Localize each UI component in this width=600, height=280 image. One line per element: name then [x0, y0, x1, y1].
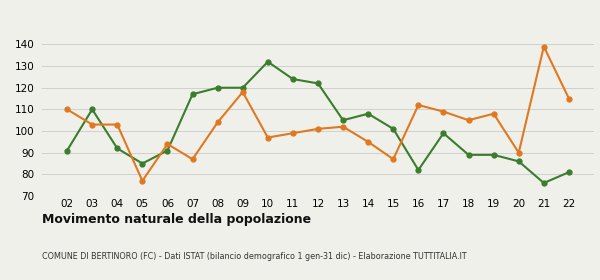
Decessi [239, 90, 247, 94]
Line: Decessi: Decessi [65, 44, 571, 183]
Decessi [389, 158, 397, 161]
Decessi [465, 118, 472, 122]
Nascite [565, 171, 572, 174]
Nascite [314, 82, 322, 85]
Decessi [264, 136, 271, 139]
Decessi [189, 158, 196, 161]
Nascite [289, 77, 296, 81]
Nascite [340, 118, 347, 122]
Decessi [113, 123, 121, 126]
Nascite [465, 153, 472, 157]
Decessi [440, 110, 447, 113]
Decessi [415, 103, 422, 107]
Text: COMUNE DI BERTINORO (FC) - Dati ISTAT (bilancio demografico 1 gen-31 dic) - Elab: COMUNE DI BERTINORO (FC) - Dati ISTAT (b… [42, 252, 467, 261]
Decessi [565, 97, 572, 100]
Nascite [64, 149, 71, 152]
Nascite [540, 181, 547, 185]
Nascite [139, 162, 146, 165]
Decessi [139, 179, 146, 183]
Decessi [490, 112, 497, 115]
Nascite [113, 147, 121, 150]
Nascite [389, 127, 397, 130]
Decessi [515, 151, 523, 154]
Decessi [340, 125, 347, 129]
Decessi [214, 121, 221, 124]
Nascite [264, 60, 271, 64]
Decessi [540, 45, 547, 48]
Decessi [89, 123, 96, 126]
Decessi [365, 140, 372, 144]
Nascite [239, 86, 247, 89]
Nascite [189, 93, 196, 96]
Nascite [490, 153, 497, 157]
Nascite [164, 149, 171, 152]
Line: Nascite: Nascite [65, 59, 571, 185]
Nascite [365, 112, 372, 115]
Decessi [164, 142, 171, 146]
Nascite [440, 132, 447, 135]
Nascite [415, 168, 422, 172]
Nascite [214, 86, 221, 89]
Nascite [515, 160, 523, 163]
Decessi [314, 127, 322, 130]
Text: Movimento naturale della popolazione: Movimento naturale della popolazione [42, 213, 311, 226]
Decessi [289, 132, 296, 135]
Decessi [64, 108, 71, 111]
Nascite [89, 108, 96, 111]
